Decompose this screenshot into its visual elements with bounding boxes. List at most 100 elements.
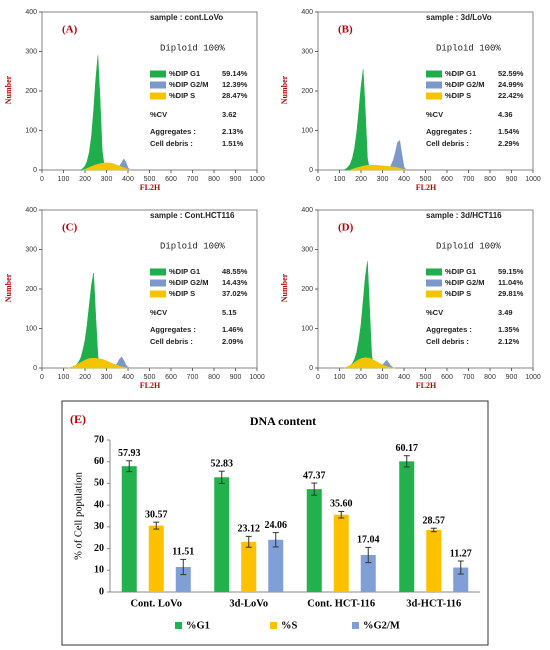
histogram-area <box>343 69 370 171</box>
annotation: Diploid 100% <box>436 43 501 53</box>
legend-swatch <box>426 268 442 276</box>
x-tick-label: 100 <box>334 176 346 183</box>
legend-label: %DIP G1 <box>169 267 200 276</box>
x-tick-label: 300 <box>101 374 113 381</box>
value-label: 11.51 <box>172 547 194 558</box>
legend-value: 11.04% <box>498 278 523 287</box>
stat-value: 2.12% <box>498 337 520 346</box>
x-tick-label: 800 <box>208 176 220 183</box>
y-tick-label: 300 <box>25 246 37 253</box>
x-tick-label: 1000 <box>249 374 265 381</box>
stat-label: %CV <box>150 308 167 317</box>
x-tick-label: 600 <box>441 374 453 381</box>
stat-value: 5.15 <box>222 308 237 317</box>
value-label: 28.57 <box>423 516 446 527</box>
x-tick-label: 900 <box>230 374 242 381</box>
x-tick-label: 400 <box>122 374 134 381</box>
bar <box>426 529 442 592</box>
legend-value: 12.39% <box>222 80 248 89</box>
panel-label: (D) <box>338 222 354 234</box>
legend-swatch <box>150 81 166 89</box>
bar <box>333 514 349 592</box>
stat-value: 1.51% <box>222 139 244 148</box>
stat-value: 2.09% <box>222 337 244 346</box>
x-axis-label: FL2H <box>140 183 161 192</box>
x-tick-label: 500 <box>420 176 432 183</box>
histogram-area <box>82 162 131 171</box>
value-label: 60.17 <box>396 443 419 454</box>
y-axis-label: Number <box>280 273 289 302</box>
histogram-area <box>386 139 407 171</box>
value-label: 52.83 <box>211 459 234 470</box>
stat-label: %CV <box>426 110 443 119</box>
stat-value: 1.54% <box>498 127 520 136</box>
stat-label: %CV <box>150 110 167 119</box>
y-tick-label: 200 <box>25 88 37 95</box>
legend-label: %DIP G2/M <box>445 80 484 89</box>
legend-value: 14.43% <box>222 278 248 287</box>
annotation: Diploid 100% <box>160 241 225 251</box>
y-axis-label: Number <box>4 273 13 302</box>
x-tick-label: 400 <box>398 176 410 183</box>
x-tick-label: 200 <box>355 176 367 183</box>
x-tick-label: 500 <box>144 176 156 183</box>
bar <box>175 567 191 592</box>
x-tick-label: 400 <box>122 176 134 183</box>
histogram-area <box>350 165 407 171</box>
x-tick-label: 700 <box>187 176 199 183</box>
x-tick-label: 1000 <box>525 176 541 183</box>
legend-value: 29.81% <box>498 289 524 298</box>
legend-label: %DIP G2/M <box>445 278 484 287</box>
x-tick-label: 0 <box>40 374 44 381</box>
legend-value: 59.14% <box>222 69 248 78</box>
stat-value: 3.49 <box>498 308 513 317</box>
y-tick-label: 0 <box>33 365 37 372</box>
annotation: Diploid 100% <box>436 241 501 251</box>
legend-swatch <box>352 622 359 629</box>
x-tick-label: Cont. LoVo <box>130 598 182 609</box>
histogram-area <box>67 357 129 369</box>
sample-label: sample : 3d/HCT116 <box>426 211 502 220</box>
panel-label: (B) <box>338 24 353 36</box>
histogram-area <box>343 357 396 369</box>
x-tick-label: 300 <box>377 176 389 183</box>
x-tick-label: 500 <box>420 374 432 381</box>
y-tick-label: 400 <box>25 9 37 16</box>
y-tick-label: 100 <box>301 127 313 134</box>
stat-value: 2.13% <box>222 127 244 136</box>
value-label: 23.12 <box>238 524 261 535</box>
y-tick-label: 50 <box>94 478 104 489</box>
x-tick-label: 700 <box>463 374 475 381</box>
y-tick-label: 400 <box>301 9 313 16</box>
x-tick-label: 3d-LoVo <box>229 598 268 609</box>
y-tick-label: 200 <box>301 88 313 95</box>
bar <box>399 461 415 592</box>
legend-label: %DIP S <box>445 91 471 100</box>
legend-label: %DIP G1 <box>445 69 476 78</box>
x-tick-label: 200 <box>355 374 367 381</box>
stat-label: %CV <box>426 308 443 317</box>
legend-swatch <box>426 81 442 89</box>
legend-label: %DIP S <box>169 91 195 100</box>
legend-label: %DIP G2/M <box>169 80 208 89</box>
bar <box>453 567 469 592</box>
x-tick-label: 0 <box>316 374 320 381</box>
x-tick-label: 200 <box>79 374 91 381</box>
y-axis-label: Number <box>4 75 13 104</box>
bar <box>121 466 137 592</box>
legend-label: %G2/M <box>363 620 400 631</box>
legend-value: 59.15% <box>498 267 524 276</box>
legend-swatch <box>426 290 442 298</box>
bar <box>148 525 164 592</box>
legend-value: 48.55% <box>222 267 248 276</box>
legend-value: 24.99% <box>498 80 524 89</box>
stat-label: Aggregates : <box>426 127 472 136</box>
histogram-area <box>79 55 107 171</box>
legend-swatch <box>426 92 442 100</box>
y-tick-label: 0 <box>309 167 313 174</box>
x-tick-label: 100 <box>58 176 70 183</box>
stat-value: 2.29% <box>498 139 520 148</box>
y-tick-label: 10 <box>94 565 104 576</box>
x-tick-label: 100 <box>334 374 346 381</box>
legend-swatch <box>150 279 166 287</box>
